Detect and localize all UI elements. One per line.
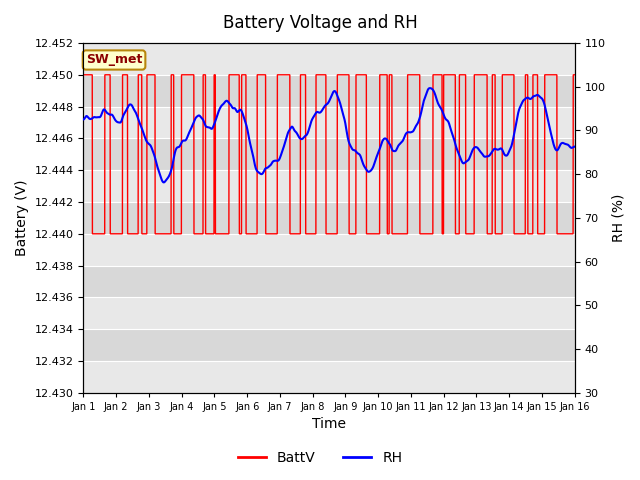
Legend: BattV, RH: BattV, RH	[232, 445, 408, 471]
Y-axis label: RH (%): RH (%)	[611, 194, 625, 242]
Bar	[83, 298, 575, 329]
X-axis label: Time: Time	[312, 418, 346, 432]
Bar	[83, 234, 575, 265]
Y-axis label: Battery (V): Battery (V)	[15, 180, 29, 256]
Text: SW_met: SW_met	[86, 53, 142, 67]
Bar	[83, 107, 575, 138]
Text: Battery Voltage and RH: Battery Voltage and RH	[223, 14, 417, 33]
Bar	[83, 43, 575, 75]
Bar	[83, 361, 575, 393]
Bar	[83, 170, 575, 202]
